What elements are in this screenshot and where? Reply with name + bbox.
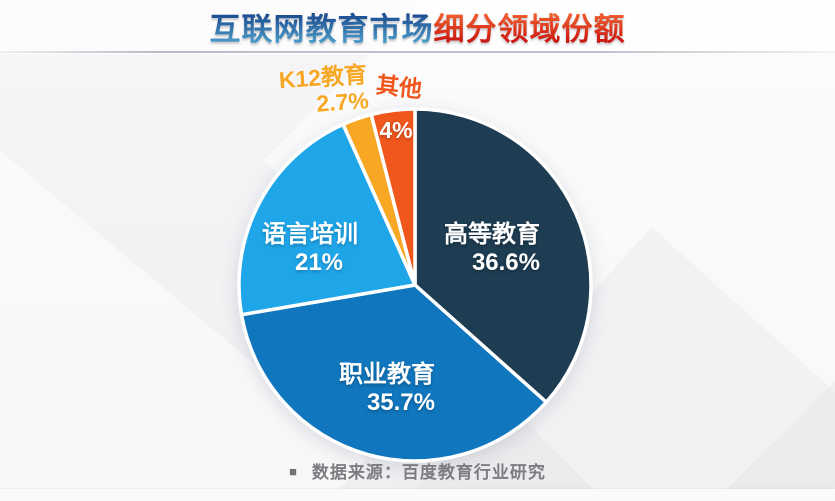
header-band	[0, 0, 835, 52]
title-part-blue: 互联网教育市场	[209, 12, 434, 47]
pie-label-higher-education: 高等教育 36.6%	[400, 221, 540, 276]
pie-label-vocational-education: 职业教育 35.7%	[295, 361, 435, 416]
slice-value: 36.6%	[471, 248, 540, 276]
pie-slice-2	[237, 122, 417, 317]
pie-svg	[237, 107, 593, 463]
pie-slice-0	[413, 107, 593, 404]
slice-name: 其他	[374, 71, 424, 103]
slice-name: 职业教育	[339, 361, 435, 388]
slice-value: 4%	[379, 117, 413, 143]
pie-label-language-training: 语言培训 21%	[240, 221, 380, 276]
slice-value: 35.7%	[366, 388, 435, 416]
pie-slice-1	[239, 283, 549, 463]
source-note: ■ 数据来源：百度教育行业研究	[0, 458, 835, 483]
pie-label-k12-education: K12教育 2.7%	[226, 61, 370, 124]
slice-name: 高等教育	[444, 221, 540, 248]
bottom-strip	[0, 489, 835, 501]
pie-label-other-name: 其他	[374, 71, 424, 103]
pie-slice-4	[369, 107, 417, 287]
page-title: 互联网教育市场细分领域份额	[0, 4, 835, 49]
slice-name: 语言培训	[262, 221, 358, 248]
source-text: 数据来源：百度教育行业研究	[311, 463, 546, 482]
slice-value: 21%	[294, 248, 344, 276]
title-part-red: 细分领域份额	[433, 12, 626, 47]
pie-label-other-value: 4%	[370, 117, 422, 143]
title-divider	[0, 51, 835, 53]
source-bullet-icon: ■	[289, 464, 298, 479]
